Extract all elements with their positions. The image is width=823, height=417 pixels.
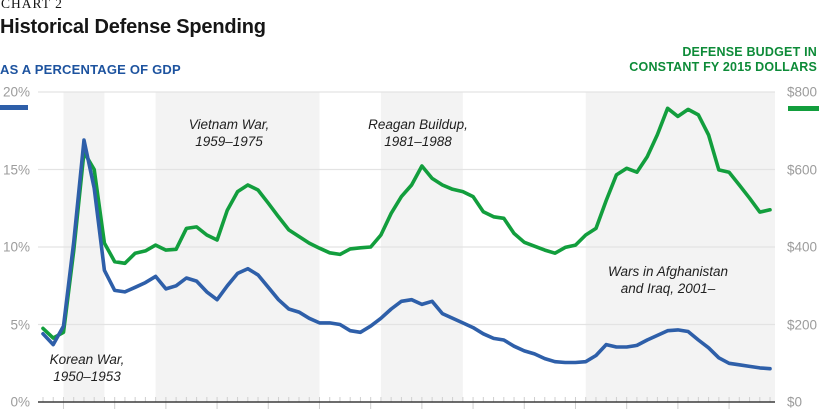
annotation-afghanistan-iraq: Wars in Afghanistan and Iraq, 2001– <box>585 264 751 297</box>
right-axis-title: DEFENSE BUDGET IN CONSTANT FY 2015 DOLLA… <box>629 45 817 75</box>
gdp-percentage-line <box>41 138 772 371</box>
right-axis-tick-label: $0 <box>787 394 803 410</box>
annotation-afghanistan-iraq-line1: Wars in Afghanistan <box>607 264 729 279</box>
gdp-series-legend-swatch <box>0 105 28 110</box>
annotation-vietnam-war: Vietnam War, 1959–1975 <box>156 117 302 150</box>
left-axis-tick-label: 10% <box>2 239 30 255</box>
right-axis-tick-label: $800 <box>787 84 818 100</box>
right-axis-tick-label: $200 <box>787 317 818 332</box>
budget-dollars-line <box>41 106 772 340</box>
annotation-vietnam-war-line2: 1959–1975 <box>195 133 263 149</box>
budget-series-legend-swatch <box>788 106 819 111</box>
annotation-reagan-buildup: Reagan Buildup, 1981–1988 <box>345 117 491 150</box>
page-title: Historical Defense Spending <box>0 16 266 38</box>
right-axis-tick-label: $400 <box>787 239 818 255</box>
left-axis-tick-label: 20% <box>2 84 30 100</box>
left-axis-tick-label: 15% <box>2 162 30 177</box>
annotation-reagan-buildup-line2: 1981–1988 <box>384 133 452 149</box>
annotation-vietnam-war-line1: Vietnam War, <box>188 117 270 132</box>
right-axis-title-line2: CONSTANT FY 2015 DOLLARS <box>629 60 817 74</box>
right-axis-tick-label: $600 <box>787 162 818 177</box>
left-axis-tick-label: 5% <box>10 317 30 332</box>
chart-kicker: CHART 2 <box>1 0 63 11</box>
annotation-korean-war-line1: Korean War, <box>49 352 125 367</box>
annotation-afghanistan-iraq-line2: and Iraq, 2001– <box>620 280 716 296</box>
annotation-reagan-buildup-line1: Reagan Buildup, <box>368 117 468 132</box>
right-axis-title-line1: DEFENSE BUDGET IN <box>682 45 817 59</box>
left-axis-title: AS A PERCENTAGE OF GDP <box>0 62 181 77</box>
left-axis-tick-label: 0% <box>10 394 30 410</box>
annotation-korean-war: Korean War, 1950–1953 <box>28 352 146 385</box>
annotation-korean-war-line2: 1950–1953 <box>53 368 121 384</box>
